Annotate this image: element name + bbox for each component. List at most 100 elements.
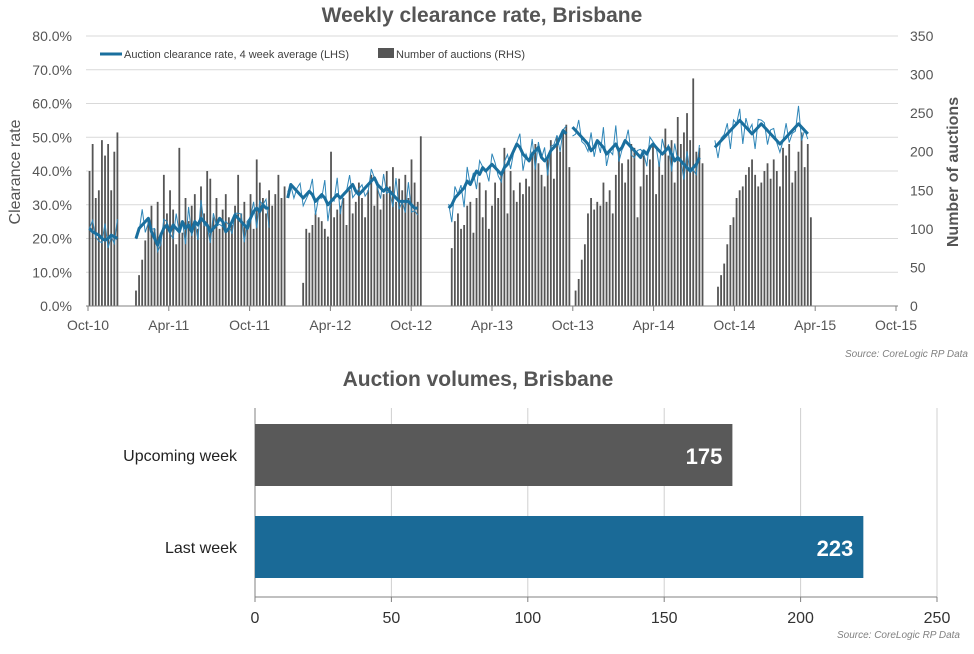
- chart1-auction-bar: [379, 209, 382, 306]
- chart1-auction-bar: [181, 232, 184, 306]
- chart1-auction-bar: [354, 201, 357, 306]
- chart1-auction-bar: [382, 194, 385, 306]
- chart1-auction-bar: [460, 228, 462, 306]
- chart1-auction-bar: [583, 244, 586, 306]
- chart1-auction-bar: [184, 198, 187, 306]
- chart1-auction-bar: [500, 174, 503, 306]
- chart1-auction-bar: [590, 198, 592, 306]
- chart1-auction-bar: [336, 209, 339, 306]
- chart1-clearance-rate-line: [571, 126, 701, 173]
- chart1-weekly-rate-line: [89, 218, 118, 249]
- chart1-auction-bar: [197, 228, 199, 306]
- chart1-auction-bar: [673, 182, 676, 306]
- chart1-left-tick-label: 80.0%: [32, 28, 72, 44]
- chart1-right-tick-label: 300: [910, 67, 934, 83]
- chart1-auction-bar: [221, 209, 224, 306]
- chart1-auction-bar: [509, 171, 512, 306]
- chart1-gridlines: [86, 35, 898, 273]
- chart1-auction-bar: [553, 178, 555, 306]
- chart1-auction-bar: [627, 159, 630, 306]
- chart1-auction-bar: [317, 217, 320, 306]
- chart1-right-tick-label: 350: [910, 28, 934, 44]
- chart1-auction-bar: [692, 78, 695, 306]
- chart1-auction-bar: [252, 228, 255, 306]
- chart1-x-tick-label: Apr-15: [794, 317, 836, 333]
- auction-volumes-chart: Auction volumes, Brisbane 175 223 Upcomin…: [123, 368, 960, 641]
- chart1-auction-bar: [565, 124, 568, 306]
- chart1-auction-bar: [268, 190, 271, 306]
- chart1-x-tick-label: Apr-12: [309, 317, 351, 333]
- chart1-auction-bar: [580, 259, 583, 306]
- chart1-auction-bar: [475, 198, 478, 306]
- chart1-auction-bar: [503, 147, 506, 306]
- chart1-auction-bar: [398, 178, 401, 306]
- chart1-auction-bar: [611, 213, 614, 306]
- chart1-x-tick-label: Oct-11: [229, 317, 270, 333]
- chart1-auction-bar: [698, 147, 701, 306]
- chart2-category-labels: Upcoming week Last week: [123, 448, 238, 557]
- chart2-bar: [255, 516, 864, 578]
- chart1-auction-bar: [531, 151, 534, 306]
- chart1-left-axis-ticks: 0.0% 10.0% 20.0% 30.0% 40.0% 50.0% 60.0% 70.0% 8…: [32, 28, 72, 314]
- chart1-auction-bar: [797, 151, 800, 306]
- chart1-right-tick-label: 200: [910, 144, 934, 160]
- chart1-auction-bar: [450, 248, 453, 306]
- chart1-auction-bar: [271, 205, 274, 306]
- chart1-auction-bar: [791, 182, 794, 306]
- chart1-right-tick-label: 0: [910, 298, 918, 314]
- chart1-auction-bar: [670, 140, 673, 306]
- chart1-auction-bar: [330, 151, 332, 306]
- chart1-auction-bar: [311, 225, 314, 306]
- chart1-left-tick-label: 60.0%: [32, 96, 72, 112]
- chart1-auction-bar: [689, 140, 692, 306]
- chart1-weekly-rate-line: [135, 197, 270, 254]
- chart1-auction-bar: [348, 190, 351, 306]
- chart1-auction-bar: [775, 171, 778, 306]
- chart1-auction-bar: [280, 198, 283, 306]
- chart1-auction-bar: [265, 213, 267, 306]
- chart1-auction-bar: [528, 186, 531, 306]
- chart1-right-axis-ticks: 0 50 100 150 200 250 300 350: [910, 28, 934, 314]
- chart1-auction-bar: [549, 140, 552, 306]
- chart1-left-tick-label: 30.0%: [32, 197, 72, 213]
- chart1-auction-bar: [695, 151, 698, 306]
- chart1-auction-bar: [88, 171, 91, 306]
- chart1-auction-bar: [488, 228, 490, 306]
- chart1-auction-bar: [546, 155, 549, 306]
- chart1-left-tick-label: 10.0%: [32, 264, 72, 280]
- chart1-auction-bar: [187, 221, 190, 306]
- chart1-auction-bar: [453, 221, 456, 306]
- chart2-bars: 175 223: [255, 424, 864, 578]
- chart1-auction-bar: [404, 174, 407, 306]
- chart2-x-tick-label: 250: [924, 610, 951, 627]
- chart1-auction-bar: [153, 228, 156, 306]
- chart1-x-tick-label: Oct-15: [875, 317, 917, 333]
- chart1-auction-bar: [484, 190, 487, 306]
- chart1-auction-bar: [413, 182, 416, 306]
- chart1-auction-bar: [463, 225, 466, 306]
- chart1-auction-bar: [172, 209, 175, 306]
- chart1-auction-bar: [243, 201, 246, 306]
- chart1-auction-bar: [156, 201, 159, 306]
- chart1-auction-bar: [639, 186, 642, 306]
- legend-bar-swatch: [378, 48, 394, 58]
- chart1-auction-bar: [593, 209, 596, 306]
- chart1-auction-bar: [469, 201, 472, 306]
- chart1-x-tick-label: Apr-13: [471, 317, 513, 333]
- chart2-x-tick-label: 50: [383, 610, 401, 627]
- chart1-auction-bar: [642, 155, 645, 306]
- chart2-category-label: Upcoming week: [123, 448, 238, 465]
- chart1-auction-bar: [308, 232, 311, 306]
- chart1-auction-bar: [667, 155, 670, 306]
- chart1-auction-bar: [751, 159, 753, 306]
- chart2-source: Source: CoreLogic RP Data: [837, 630, 960, 641]
- chart1-auction-bar: [416, 201, 419, 306]
- chart1-auction-bar: [193, 194, 196, 306]
- chart1-auction-bar: [302, 282, 305, 306]
- chart1-auction-bar: [169, 190, 171, 306]
- chart1-auction-bar: [744, 174, 747, 306]
- chart1-x-tick-label: Oct-12: [390, 317, 432, 333]
- chart1-auction-bar: [190, 205, 193, 306]
- chart1-left-tick-label: 50.0%: [32, 129, 72, 145]
